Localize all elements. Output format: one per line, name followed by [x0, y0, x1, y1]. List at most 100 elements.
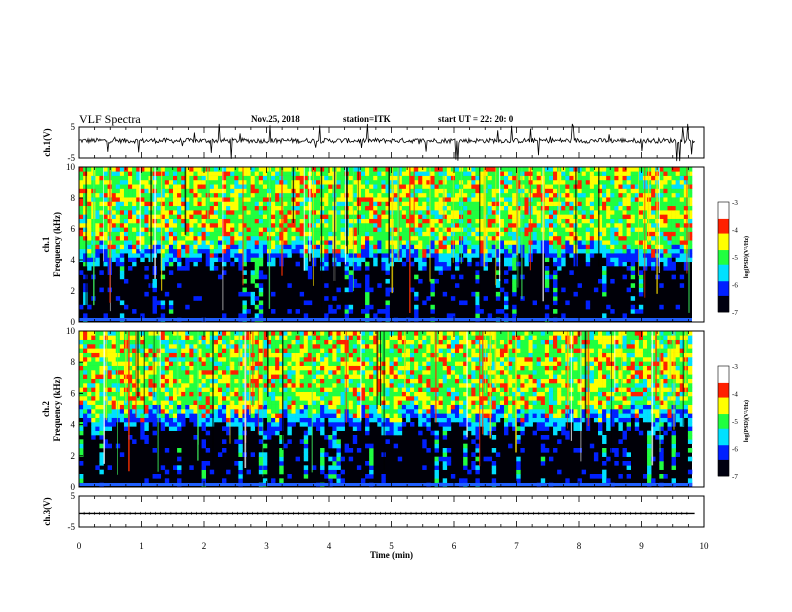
spectrogram-cell — [336, 201, 341, 207]
spectrogram-cell — [577, 244, 582, 250]
spectrogram-cell — [103, 426, 108, 431]
spectrogram-cell — [585, 240, 591, 245]
spectrogram-cell — [299, 188, 305, 194]
spectrogram-cell — [160, 374, 166, 379]
spectrogram-cell — [320, 227, 325, 232]
spectrogram-cell — [614, 248, 619, 254]
spectrogram-cell — [164, 469, 170, 475]
spectrogram-cell — [172, 205, 178, 211]
spectrogram-cell — [446, 257, 452, 263]
colorbar-segment — [718, 249, 729, 252]
spectrogram-cell — [148, 365, 153, 371]
spectrogram-cell — [222, 201, 227, 207]
spectrogram-cell — [283, 192, 288, 198]
spectrogram-cell — [585, 218, 591, 224]
spectrogram-cell — [577, 240, 582, 245]
spectrogram-cell — [491, 197, 497, 202]
spectrogram-cell — [524, 175, 529, 181]
spectrogram-cell — [581, 167, 587, 172]
spectrogram-cell — [446, 244, 452, 250]
spectrogram-cell — [115, 214, 121, 219]
spectrogram-cell — [185, 365, 190, 371]
spectrogram-cell — [405, 167, 411, 172]
spectrogram-cell — [266, 378, 272, 384]
spectrogram-cell — [352, 201, 358, 207]
spectrogram-cell — [369, 231, 374, 237]
spectrogram-cell — [356, 222, 362, 228]
spectrogram-cell — [152, 344, 157, 349]
spectrogram-cell — [181, 344, 186, 349]
spectrogram-cell — [193, 261, 198, 267]
spectrogram-cell — [242, 261, 247, 267]
spectrogram-cell — [238, 396, 243, 401]
spectrogram-cell — [230, 201, 235, 207]
colorbar-segment — [718, 277, 729, 280]
spectrogram-cell — [246, 197, 251, 202]
spectrogram-cell — [328, 309, 333, 314]
spectrogram-cell — [217, 201, 223, 207]
spectrogram-cell — [634, 309, 640, 314]
spectrogram-cell — [119, 201, 125, 207]
spectrogram-cell — [156, 357, 162, 362]
spectrogram-cell — [91, 422, 96, 427]
spectrogram-cell — [454, 171, 460, 176]
spectrogram-cell — [213, 167, 219, 172]
spectrogram-cell — [79, 430, 84, 436]
spectrogram-cell — [360, 240, 366, 245]
spectrogram-cell — [630, 274, 636, 280]
spectrogram-cell — [512, 274, 517, 280]
spectrogram-cell — [213, 404, 219, 410]
spectrogram-cell — [548, 179, 554, 185]
spectrogram-cell — [328, 222, 333, 228]
spectrogram-cell — [87, 378, 92, 384]
spectrogram-cell — [565, 240, 570, 245]
spectrogram-cell — [320, 210, 325, 215]
spectrogram-cell — [618, 171, 623, 176]
spectrogram-cell — [209, 179, 215, 185]
spectrogram-cell — [536, 171, 542, 176]
spectrogram-cell — [593, 188, 599, 194]
spectrogram-cell — [246, 370, 251, 375]
spectrogram-cell — [365, 274, 370, 280]
spectrogram-cell — [512, 171, 517, 176]
spectrogram-cell — [271, 231, 276, 237]
spectrogram-cell — [271, 253, 276, 258]
spectrogram-cell — [499, 309, 505, 314]
spectrogram-cell — [128, 222, 133, 228]
spectrogram-cell — [258, 222, 264, 228]
spectrogram-cell — [226, 422, 231, 427]
spectrogram-cell — [181, 409, 186, 414]
spectrogram-cell — [495, 192, 501, 198]
spectrogram-cell — [156, 300, 162, 306]
spectrogram-cell — [630, 205, 636, 211]
spectrogram-cell — [614, 201, 619, 207]
y-tick-label: 8 — [71, 193, 76, 203]
spectrogram-cell — [630, 257, 636, 263]
spectrogram-cell — [647, 261, 652, 267]
spectrogram-cell — [360, 231, 366, 237]
spectrogram-cell — [83, 383, 88, 388]
spectrogram-cell — [679, 184, 685, 189]
spectrogram-cell — [414, 175, 419, 181]
spectrogram-cell — [119, 184, 125, 189]
spectrogram-cell — [679, 201, 685, 207]
spectrogram-cell — [454, 210, 460, 215]
spectrogram-cell — [463, 222, 468, 228]
spectrogram-cell — [164, 378, 170, 384]
spectrogram-cell — [499, 192, 505, 198]
spectrogram-cell — [430, 309, 435, 314]
spectrogram-cell — [651, 167, 656, 172]
spectrogram-cell — [83, 361, 88, 366]
spectrogram-cell — [254, 378, 260, 384]
spectrogram-cell — [123, 417, 129, 423]
spectrogram-cell — [651, 257, 656, 263]
spectrogram-cell — [634, 218, 640, 224]
spectrogram-cell — [136, 253, 141, 258]
spectrogram-cell — [197, 374, 202, 379]
spectrogram-cell — [410, 261, 415, 267]
spectrogram-cell — [115, 257, 121, 263]
spectrogram-cell — [185, 201, 190, 207]
spectrogram-cell — [369, 287, 374, 293]
colorbar-segment — [718, 280, 729, 284]
spectrogram-cell — [258, 171, 264, 176]
